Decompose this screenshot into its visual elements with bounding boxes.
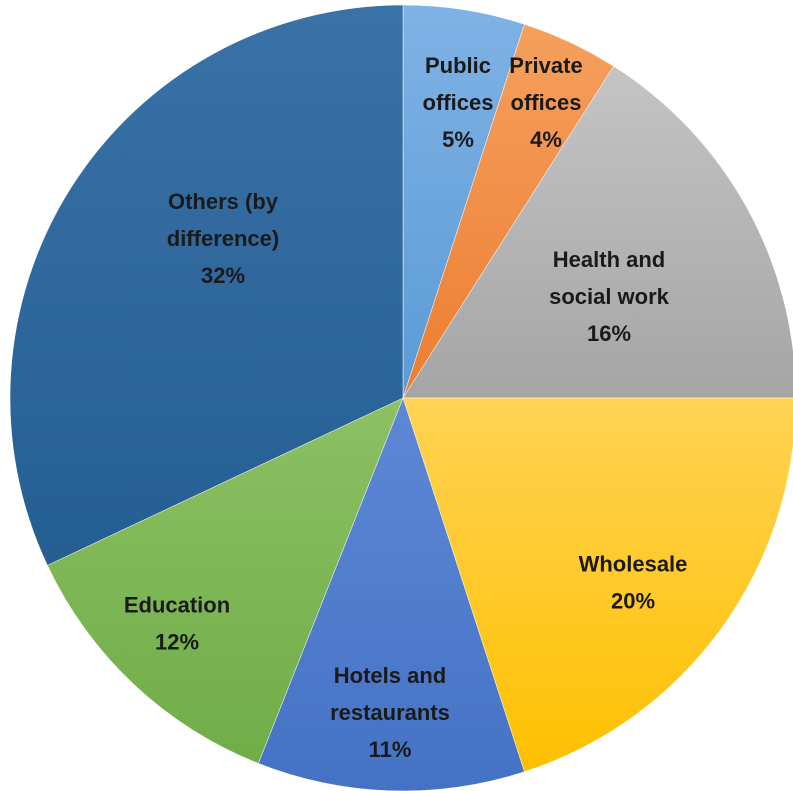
pie-slice-wholesale: [402, 397, 793, 773]
slice-percent-label: 12%: [155, 629, 199, 654]
slice-name-line: Wholesale: [579, 551, 688, 576]
slice-name-line: Health and: [553, 247, 665, 272]
pie-slice-others-by-difference: [9, 4, 404, 566]
slice-name-line: Hotels and: [334, 663, 446, 688]
slice-percent-label: 5%: [442, 127, 474, 152]
slice-percent-label: 4%: [530, 127, 562, 152]
slice-label-hotels-and-restaurants: Hotels and restaurants 11%: [330, 663, 450, 762]
slice-percent-label: 16%: [587, 321, 631, 346]
slice-label-others-by-difference: Others (by difference) 32%: [167, 189, 279, 288]
slice-name-line: social work: [549, 284, 670, 309]
slice-percent-label: 32%: [201, 263, 245, 288]
pie-slice-education: [47, 397, 404, 764]
slice-label-private-offices: Private offices 4%: [509, 53, 582, 152]
slice-name-line: offices: [511, 90, 582, 115]
slice-percent-label: 11%: [369, 737, 412, 762]
slices-layer: [9, 4, 793, 791]
slice-name-line: offices: [423, 90, 494, 115]
slice-name-line: Private: [509, 53, 582, 78]
slice-percent-label: 20%: [611, 588, 655, 613]
slice-label-health-and-social-work: Health and social work 16%: [549, 247, 670, 346]
slice-name-line: Education: [124, 592, 230, 617]
pie-slice-health-and-social-work: [402, 65, 793, 399]
slice-name-line: Public: [425, 53, 491, 78]
slice-name-line: Others (by: [168, 189, 279, 214]
slice-label-public-offices: Public offices 5%: [423, 53, 494, 152]
slice-label-wholesale: Wholesale 20%: [579, 551, 688, 613]
slice-name-line: difference): [167, 226, 279, 251]
slice-name-line: restaurants: [330, 700, 450, 725]
slice-label-education: Education 12%: [124, 592, 230, 654]
labels-layer: Public offices 5% Private offices 4% Health an…: [124, 53, 688, 762]
